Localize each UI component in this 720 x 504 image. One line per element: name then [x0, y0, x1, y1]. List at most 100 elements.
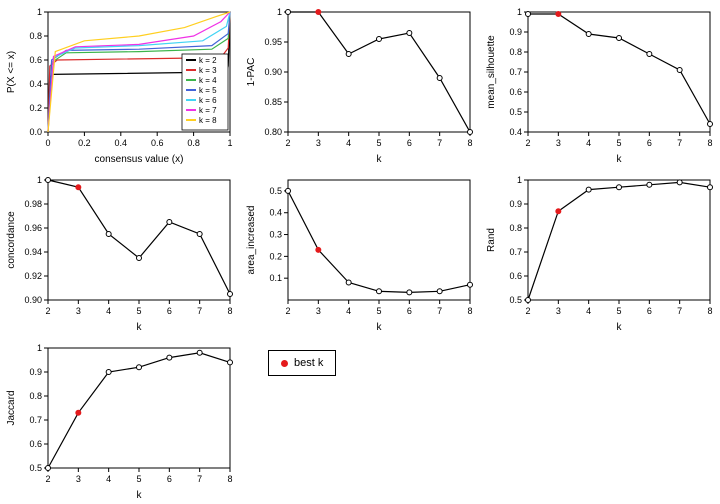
legend-item-label: k = 7 — [199, 106, 217, 115]
svg-text:4: 4 — [586, 306, 591, 316]
svg-text:0.5: 0.5 — [509, 295, 522, 305]
svg-text:6: 6 — [407, 138, 412, 148]
svg-text:0.85: 0.85 — [264, 97, 282, 107]
legend-item-label: k = 5 — [199, 86, 217, 95]
svg-text:P(X <= x): P(X <= x) — [6, 51, 17, 93]
svg-text:0.2: 0.2 — [29, 103, 42, 113]
empty-panel — [480, 336, 720, 504]
svg-text:0.80: 0.80 — [264, 127, 282, 137]
area-chart: 23456780.10.20.30.40.5karea_increased — [240, 168, 480, 336]
svg-text:3: 3 — [556, 306, 561, 316]
svg-text:0.8: 0.8 — [187, 138, 200, 148]
jaccard-chart: 23456780.50.60.70.80.91kJaccard — [0, 336, 240, 504]
svg-text:7: 7 — [197, 306, 202, 316]
legend-item-label: k = 3 — [199, 66, 217, 75]
svg-text:0.8: 0.8 — [29, 31, 42, 41]
svg-text:0.2: 0.2 — [78, 138, 91, 148]
svg-text:2: 2 — [285, 138, 290, 148]
svg-text:5: 5 — [136, 474, 141, 484]
svg-text:1: 1 — [37, 175, 42, 185]
svg-text:5: 5 — [616, 138, 621, 148]
svg-text:8: 8 — [707, 138, 712, 148]
svg-text:2: 2 — [45, 306, 50, 316]
svg-text:area_increased: area_increased — [246, 206, 257, 275]
data-point — [708, 122, 713, 127]
svg-text:k: k — [137, 322, 143, 333]
data-point — [647, 182, 652, 187]
data-point — [407, 290, 412, 295]
data-point — [526, 12, 531, 17]
svg-text:7: 7 — [677, 306, 682, 316]
svg-text:0.9: 0.9 — [509, 199, 522, 209]
data-point — [647, 52, 652, 57]
data-point — [708, 185, 713, 190]
svg-text:1-PAC: 1-PAC — [246, 58, 257, 87]
svg-text:0.7: 0.7 — [29, 415, 42, 425]
svg-text:2: 2 — [525, 138, 530, 148]
data-point — [437, 76, 442, 81]
svg-text:k: k — [137, 490, 143, 501]
svg-text:2: 2 — [285, 306, 290, 316]
svg-text:k: k — [377, 154, 383, 165]
svg-text:0.4: 0.4 — [115, 138, 128, 148]
svg-text:0.95: 0.95 — [264, 37, 282, 47]
svg-text:0.6: 0.6 — [29, 439, 42, 449]
svg-text:3: 3 — [556, 138, 561, 148]
silhouette-chart: 23456780.40.50.60.70.80.91kmean_silhouet… — [480, 0, 720, 168]
svg-text:3: 3 — [316, 138, 321, 148]
svg-text:0.4: 0.4 — [509, 127, 522, 137]
data-point — [586, 187, 591, 192]
rand-chart: 23456780.50.60.70.80.91kRand — [480, 168, 720, 336]
data-point — [106, 232, 111, 237]
svg-text:7: 7 — [437, 306, 442, 316]
svg-text:k: k — [377, 322, 383, 333]
svg-text:6: 6 — [167, 306, 172, 316]
svg-text:0.2: 0.2 — [269, 251, 282, 261]
best-k-point — [76, 410, 81, 415]
svg-text:4: 4 — [106, 306, 111, 316]
data-point — [468, 130, 473, 135]
data-point — [167, 220, 172, 225]
svg-text:4: 4 — [346, 138, 351, 148]
best-k-point — [556, 209, 561, 214]
svg-text:0.7: 0.7 — [509, 247, 522, 257]
svg-text:concordance: concordance — [6, 211, 17, 269]
silhouette-panel: 23456780.40.50.60.70.80.91kmean_silhouet… — [480, 0, 720, 168]
svg-text:7: 7 — [437, 138, 442, 148]
area-panel: 23456780.10.20.30.40.5karea_increased — [240, 168, 480, 336]
svg-text:5: 5 — [136, 306, 141, 316]
data-point — [228, 360, 233, 365]
data-point — [46, 466, 51, 471]
svg-text:5: 5 — [376, 138, 381, 148]
data-point — [286, 188, 291, 193]
svg-text:7: 7 — [197, 474, 202, 484]
jaccard-panel: 23456780.50.60.70.80.91kJaccard — [0, 336, 240, 504]
svg-text:0.5: 0.5 — [509, 107, 522, 117]
svg-text:6: 6 — [647, 306, 652, 316]
concordance-chart: 23456780.900.920.940.960.981kconcordance — [0, 168, 240, 336]
svg-text:k: k — [617, 154, 623, 165]
data-point — [677, 180, 682, 185]
svg-text:1: 1 — [227, 138, 232, 148]
svg-text:0.0: 0.0 — [29, 127, 42, 137]
svg-text:2: 2 — [45, 474, 50, 484]
legend-item-label: k = 6 — [199, 96, 217, 105]
svg-text:0.3: 0.3 — [269, 230, 282, 240]
bestk-legend-label: best k — [294, 357, 323, 369]
data-point — [586, 32, 591, 37]
data-point — [617, 185, 622, 190]
svg-text:2: 2 — [525, 306, 530, 316]
svg-text:1: 1 — [37, 343, 42, 353]
svg-text:4: 4 — [346, 306, 351, 316]
svg-text:3: 3 — [76, 474, 81, 484]
data-point — [137, 256, 142, 261]
svg-text:0.6: 0.6 — [29, 55, 42, 65]
svg-text:0.8: 0.8 — [509, 223, 522, 233]
data-point — [228, 292, 233, 297]
svg-text:0.6: 0.6 — [509, 271, 522, 281]
svg-text:0.96: 0.96 — [24, 223, 42, 233]
legend-item-label: k = 4 — [199, 76, 217, 85]
data-point — [137, 365, 142, 370]
svg-text:6: 6 — [407, 306, 412, 316]
svg-text:8: 8 — [707, 306, 712, 316]
